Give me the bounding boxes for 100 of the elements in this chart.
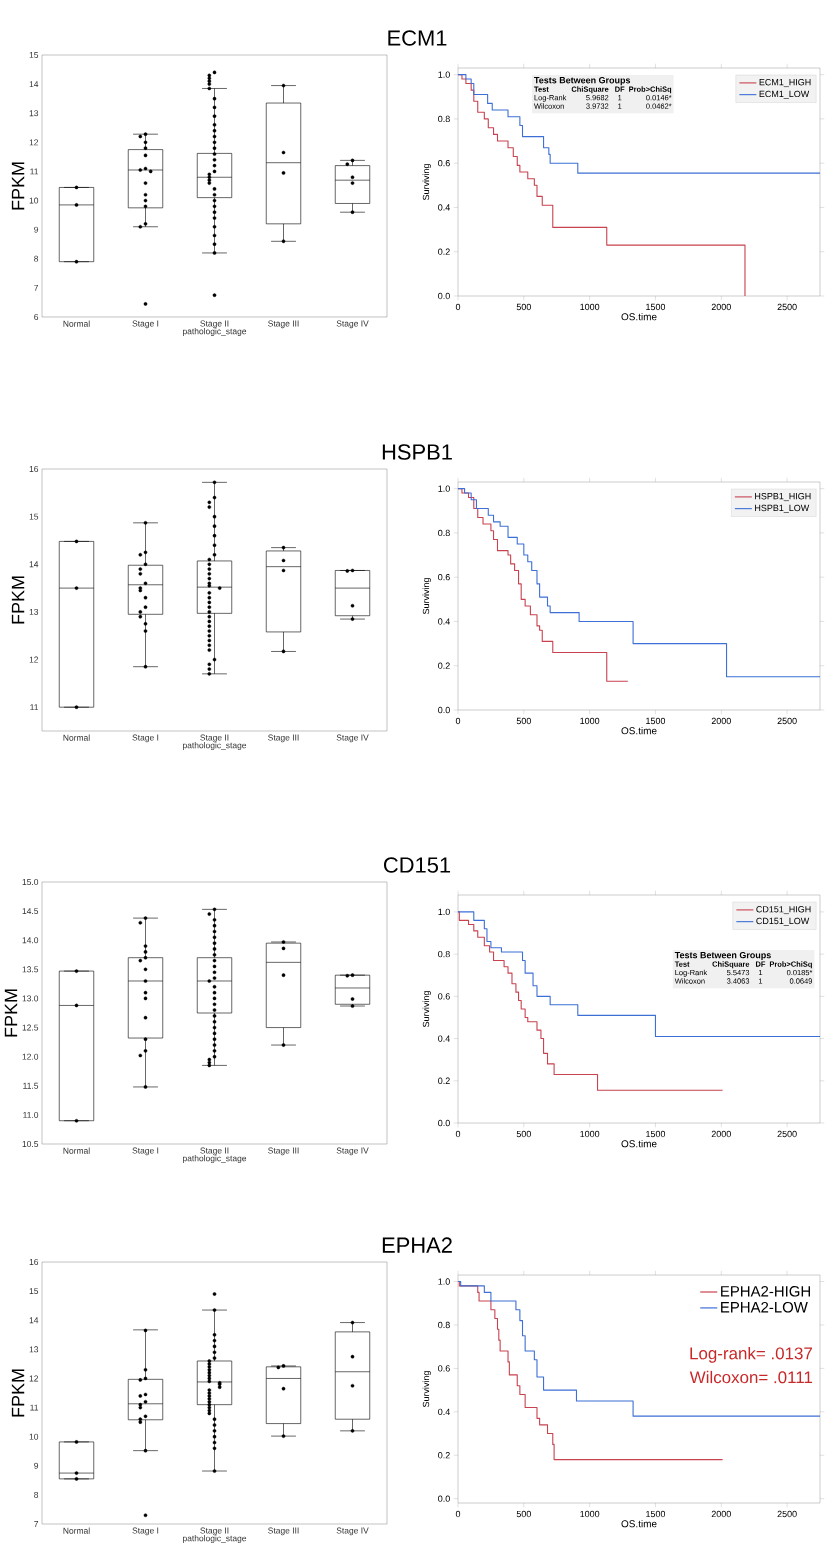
x-axis-title: OS.time <box>621 726 657 735</box>
y-tick-label: 0.4 <box>438 204 450 211</box>
x-tick-label: 0 <box>455 303 461 311</box>
x-tick-label: Stage IV <box>336 1147 369 1156</box>
x-tick-label: 500 <box>516 1510 531 1518</box>
y-tick-label: 16 <box>29 1259 39 1266</box>
y-tick-label: 0.8 <box>438 529 450 537</box>
y-tick-label: 10.5 <box>22 1141 39 1147</box>
x-axis-title: pathologic_stage <box>183 742 247 750</box>
x-axis-title: OS.time <box>621 1519 657 1528</box>
y-tick-label: 15.0 <box>22 879 39 886</box>
y-tick-label: 14.5 <box>22 908 39 915</box>
y-tick-label: 0.6 <box>438 1365 450 1372</box>
x-tick-label: Normal <box>63 1527 90 1534</box>
x-tick-label: 500 <box>516 1130 531 1138</box>
y-tick-label: 14 <box>29 81 39 88</box>
x-tick-label: 2000 <box>711 1130 731 1138</box>
y-tick-label: 11 <box>30 1404 39 1411</box>
annotation: Log-rank= .0137 <box>690 1346 812 1363</box>
y-tick-label: 10 <box>29 1433 39 1440</box>
y-tick-label: 12.0 <box>22 1053 39 1060</box>
x-tick-label: Normal <box>63 1147 90 1154</box>
y-tick-label: 13 <box>29 1346 39 1353</box>
y-tick-label: 0.4 <box>438 618 450 625</box>
y-tick-label: 11 <box>30 168 39 175</box>
chart-title: HSPB1 <box>382 444 452 460</box>
y-tick-label: 12.5 <box>22 1024 39 1031</box>
x-axis-title: OS.time <box>621 1139 657 1148</box>
x-tick-label: Stage III <box>268 320 299 329</box>
y-tick-label: 7 <box>34 1521 39 1527</box>
x-tick-label: 2000 <box>711 717 731 725</box>
y-tick-label: 9 <box>34 226 39 233</box>
y-tick-label: 0.4 <box>438 1035 450 1042</box>
y-tick-label: 13.0 <box>22 995 39 1002</box>
x-tick-label: 0 <box>455 1510 461 1518</box>
y-tick-label: 14 <box>29 561 39 568</box>
x-tick-label: 2500 <box>777 303 797 311</box>
legend-label: EPHA2-HIGH <box>721 1286 810 1297</box>
y-tick-label: 11.0 <box>23 1111 39 1118</box>
x-tick-label: 1000 <box>580 1130 600 1138</box>
x-tick-label: Stage I <box>132 1147 159 1156</box>
y-tick-label: 11.5 <box>23 1082 39 1089</box>
x-tick-label: 1000 <box>580 303 600 311</box>
y-tick-label: 0.4 <box>438 1408 450 1415</box>
y-tick-label: 0.2 <box>438 662 450 669</box>
x-tick-label: Stage III <box>268 734 299 743</box>
y-tick-label: 7 <box>34 284 39 291</box>
x-tick-label: 1000 <box>580 1510 600 1518</box>
y-tick-label: 12 <box>29 1375 39 1382</box>
y-tick-label: 1.0 <box>438 1278 450 1285</box>
y-tick-label: 0.6 <box>438 574 450 581</box>
x-tick-label: Stage III <box>268 1527 299 1536</box>
legend-label: CD151_LOW <box>756 917 810 926</box>
x-tick-label: 2500 <box>777 717 797 725</box>
y-axis-title: FPKM <box>11 1369 25 1417</box>
y-tick-label: 16 <box>29 466 39 472</box>
x-tick-label: Normal <box>63 320 90 327</box>
y-tick-label: 9 <box>34 1462 39 1469</box>
y-tick-label: 12 <box>29 139 39 146</box>
x-axis-title: pathologic_stage <box>183 328 247 336</box>
y-axis-title: Surviving <box>422 578 431 615</box>
y-tick-label: 0.2 <box>438 248 450 255</box>
y-tick-label: 8 <box>34 1491 39 1498</box>
y-tick-label: 0.2 <box>438 1077 450 1084</box>
y-tick-label: 11 <box>30 704 39 711</box>
x-tick-label: 1000 <box>580 717 600 725</box>
y-tick-label: 15 <box>29 1288 39 1295</box>
y-tick-label: 14 <box>29 1317 39 1324</box>
x-tick-label: Stage IV <box>336 734 369 743</box>
y-tick-label: 15 <box>29 52 39 58</box>
x-axis-title: pathologic_stage <box>183 1535 247 1543</box>
y-tick-label: 1.0 <box>438 485 450 492</box>
x-tick-label: 2500 <box>777 1510 797 1518</box>
y-tick-label: 13 <box>29 608 39 615</box>
legend-label: ECM1_LOW <box>759 90 810 99</box>
y-tick-label: 0.8 <box>438 115 450 123</box>
x-tick-label: Stage II <box>200 1147 229 1156</box>
y-tick-label: 0.0 <box>438 1495 450 1502</box>
x-tick-label: 1500 <box>646 1130 666 1138</box>
y-axis-title: Surviving <box>422 991 431 1028</box>
chart-title: EPHA2 <box>382 1237 452 1253</box>
x-tick-label: Stage I <box>132 734 159 743</box>
x-tick-label: Stage II <box>200 320 229 329</box>
annotation: Tests Between Groups <box>534 77 631 86</box>
y-tick-label: 0.6 <box>438 993 450 1000</box>
legend-label: HSPB1_LOW <box>755 504 810 513</box>
y-tick-label: 15 <box>29 513 39 520</box>
annotation: Wilcoxon= .0111 <box>689 1370 813 1384</box>
y-axis-title: Surviving <box>422 1371 431 1408</box>
x-tick-label: Stage II <box>200 734 229 743</box>
y-tick-label: 0.6 <box>438 160 450 167</box>
x-tick-label: 2500 <box>777 1130 797 1138</box>
chart-title: CD151 <box>384 857 451 873</box>
x-tick-label: 0 <box>455 1130 461 1138</box>
chart-title: ECM1 <box>388 30 447 46</box>
x-tick-label: 1500 <box>646 303 666 311</box>
legend-label: EPHA2-LOW <box>721 1301 808 1313</box>
annotation: Tests Between Groups <box>674 951 771 961</box>
legend-label: HSPB1_HIGH <box>755 493 811 502</box>
x-tick-label: Stage IV <box>336 320 369 329</box>
